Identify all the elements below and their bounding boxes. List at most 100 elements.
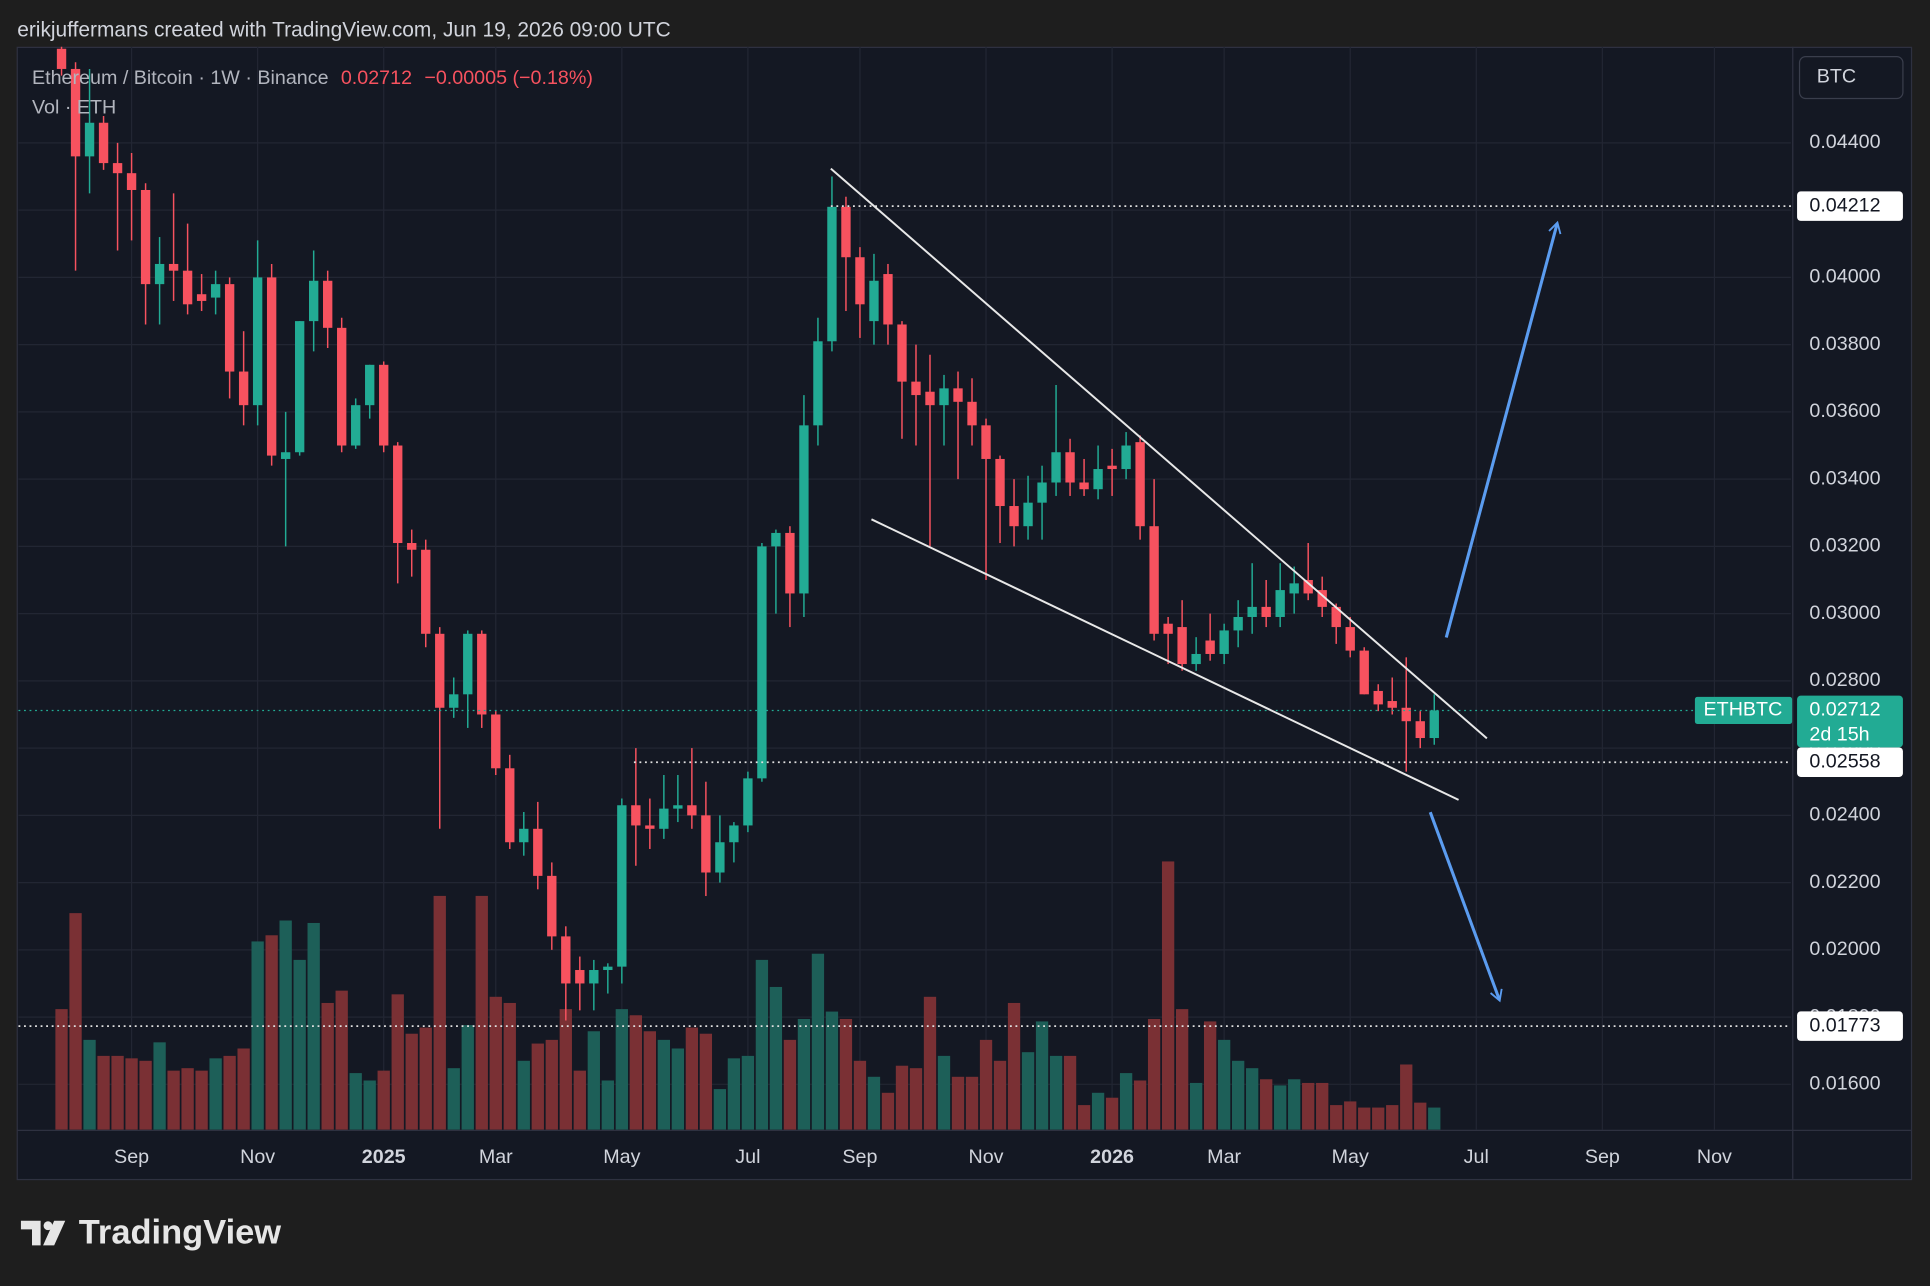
candle-body xyxy=(533,828,543,876)
volume-bar xyxy=(1217,1039,1231,1130)
volume-bar xyxy=(657,1039,671,1130)
currency[interactable]: BTC xyxy=(1817,66,1856,88)
volume-bar xyxy=(559,1009,572,1130)
volume-bar xyxy=(363,1080,376,1130)
volume-bar xyxy=(1428,1107,1441,1130)
volume-bar xyxy=(265,935,278,1130)
level-label-box xyxy=(1797,747,1903,777)
volume-bar xyxy=(279,920,292,1130)
y-tick-label: 0.02400 xyxy=(1809,804,1880,826)
candle-body xyxy=(1219,630,1229,654)
volume-legend: Vol · ETH xyxy=(32,96,116,118)
candle-body xyxy=(701,815,711,873)
candle-body xyxy=(1149,526,1159,634)
volume-bar xyxy=(1260,1079,1273,1130)
candle-body xyxy=(266,277,277,456)
candle-body xyxy=(1261,606,1271,617)
volume-bar xyxy=(139,1060,152,1130)
candle-body xyxy=(953,388,963,402)
candle-body xyxy=(659,808,669,829)
y-tick-label: 0.03600 xyxy=(1809,400,1880,422)
attribution: erikjuffermans created with TradingView.… xyxy=(17,18,671,41)
candle-body xyxy=(1429,710,1439,739)
volume-bar xyxy=(1189,1082,1203,1130)
volume-bar xyxy=(615,1009,628,1130)
candle-body xyxy=(799,425,809,594)
candle-body xyxy=(505,768,515,843)
candle-body xyxy=(1037,482,1047,503)
symbol-label: ETHBTC xyxy=(1704,699,1783,721)
x-tick-label: Sep xyxy=(1585,1146,1620,1168)
volume-bar xyxy=(503,1002,516,1130)
candle-body xyxy=(224,284,235,372)
volume-bar xyxy=(895,1065,909,1130)
candle-body xyxy=(1121,445,1131,470)
volume-bar xyxy=(1105,1097,1119,1130)
volume-bar xyxy=(349,1073,362,1130)
candle-body xyxy=(771,532,781,547)
y-tick-label: 0.03800 xyxy=(1809,333,1880,355)
candle-body xyxy=(785,532,795,594)
volume-bar xyxy=(979,1039,993,1130)
volume-bar xyxy=(951,1076,965,1130)
x-tick-label: Mar xyxy=(1207,1146,1241,1168)
volume-bar xyxy=(993,1060,1007,1130)
candle-body xyxy=(435,633,445,708)
candle-body xyxy=(757,546,767,779)
volume-bar xyxy=(573,1070,586,1130)
candle-body xyxy=(1345,627,1355,651)
volume-bar xyxy=(629,1015,642,1130)
candle-body xyxy=(813,341,823,426)
candle-body xyxy=(1093,469,1103,490)
x-tick-label: Jul xyxy=(735,1146,760,1168)
candle-body xyxy=(112,163,123,174)
volume-bar xyxy=(1386,1105,1399,1130)
volume-bar xyxy=(699,1033,713,1130)
volume-bar xyxy=(937,1055,951,1130)
volume-bar xyxy=(1063,1055,1077,1130)
level-label-box xyxy=(1797,1011,1903,1041)
drawings xyxy=(830,167,1562,1003)
candle-body xyxy=(645,825,655,829)
candle-body xyxy=(1065,452,1075,483)
level-label: 0.01773 xyxy=(1809,1014,1880,1036)
candle-body xyxy=(715,842,725,873)
candle-body xyxy=(687,805,697,816)
currency-button[interactable] xyxy=(1798,55,1904,100)
y-tick-label: 0.03000 xyxy=(1809,602,1880,624)
x-tick-label: May xyxy=(603,1146,640,1168)
x-tick-label: May xyxy=(1332,1146,1369,1168)
candle-body xyxy=(280,452,291,459)
arrow-down xyxy=(1428,811,1503,1003)
logo-slash xyxy=(43,1220,66,1246)
volume-bar xyxy=(1246,1068,1259,1130)
candle-body xyxy=(98,122,109,164)
volume-bar xyxy=(685,1027,699,1130)
candle-body xyxy=(154,263,165,285)
legend: Ethereum / Bitcoin · 1W · Binance 0.02712… xyxy=(32,67,593,89)
volume-bar xyxy=(391,994,404,1130)
candle-body xyxy=(995,458,1005,507)
candle-body xyxy=(1331,606,1341,628)
volume-bar xyxy=(251,941,264,1130)
candle-body xyxy=(1233,616,1243,631)
last-price: 0.02712 xyxy=(341,67,412,89)
volume-pane xyxy=(55,861,1441,1130)
logo-dot xyxy=(43,1221,53,1231)
candle-body xyxy=(1163,623,1173,634)
last-price-box xyxy=(1797,695,1903,748)
volume-bar xyxy=(153,1042,166,1130)
candle-body xyxy=(351,405,361,446)
volume-bar xyxy=(965,1076,979,1130)
volume-bar xyxy=(1203,1021,1217,1130)
volume-bar xyxy=(839,1018,853,1130)
candle-body xyxy=(1247,606,1257,617)
last-price-label: 0.02712 xyxy=(1809,699,1880,721)
volume-bar xyxy=(797,1018,811,1130)
x-tick-label: 2026 xyxy=(1090,1146,1134,1168)
volume-bar xyxy=(755,959,769,1130)
volume-bar xyxy=(769,986,783,1130)
x-tick-label: Jul xyxy=(1464,1146,1489,1168)
volume-bar xyxy=(433,895,446,1130)
volume-bar xyxy=(321,1002,334,1130)
